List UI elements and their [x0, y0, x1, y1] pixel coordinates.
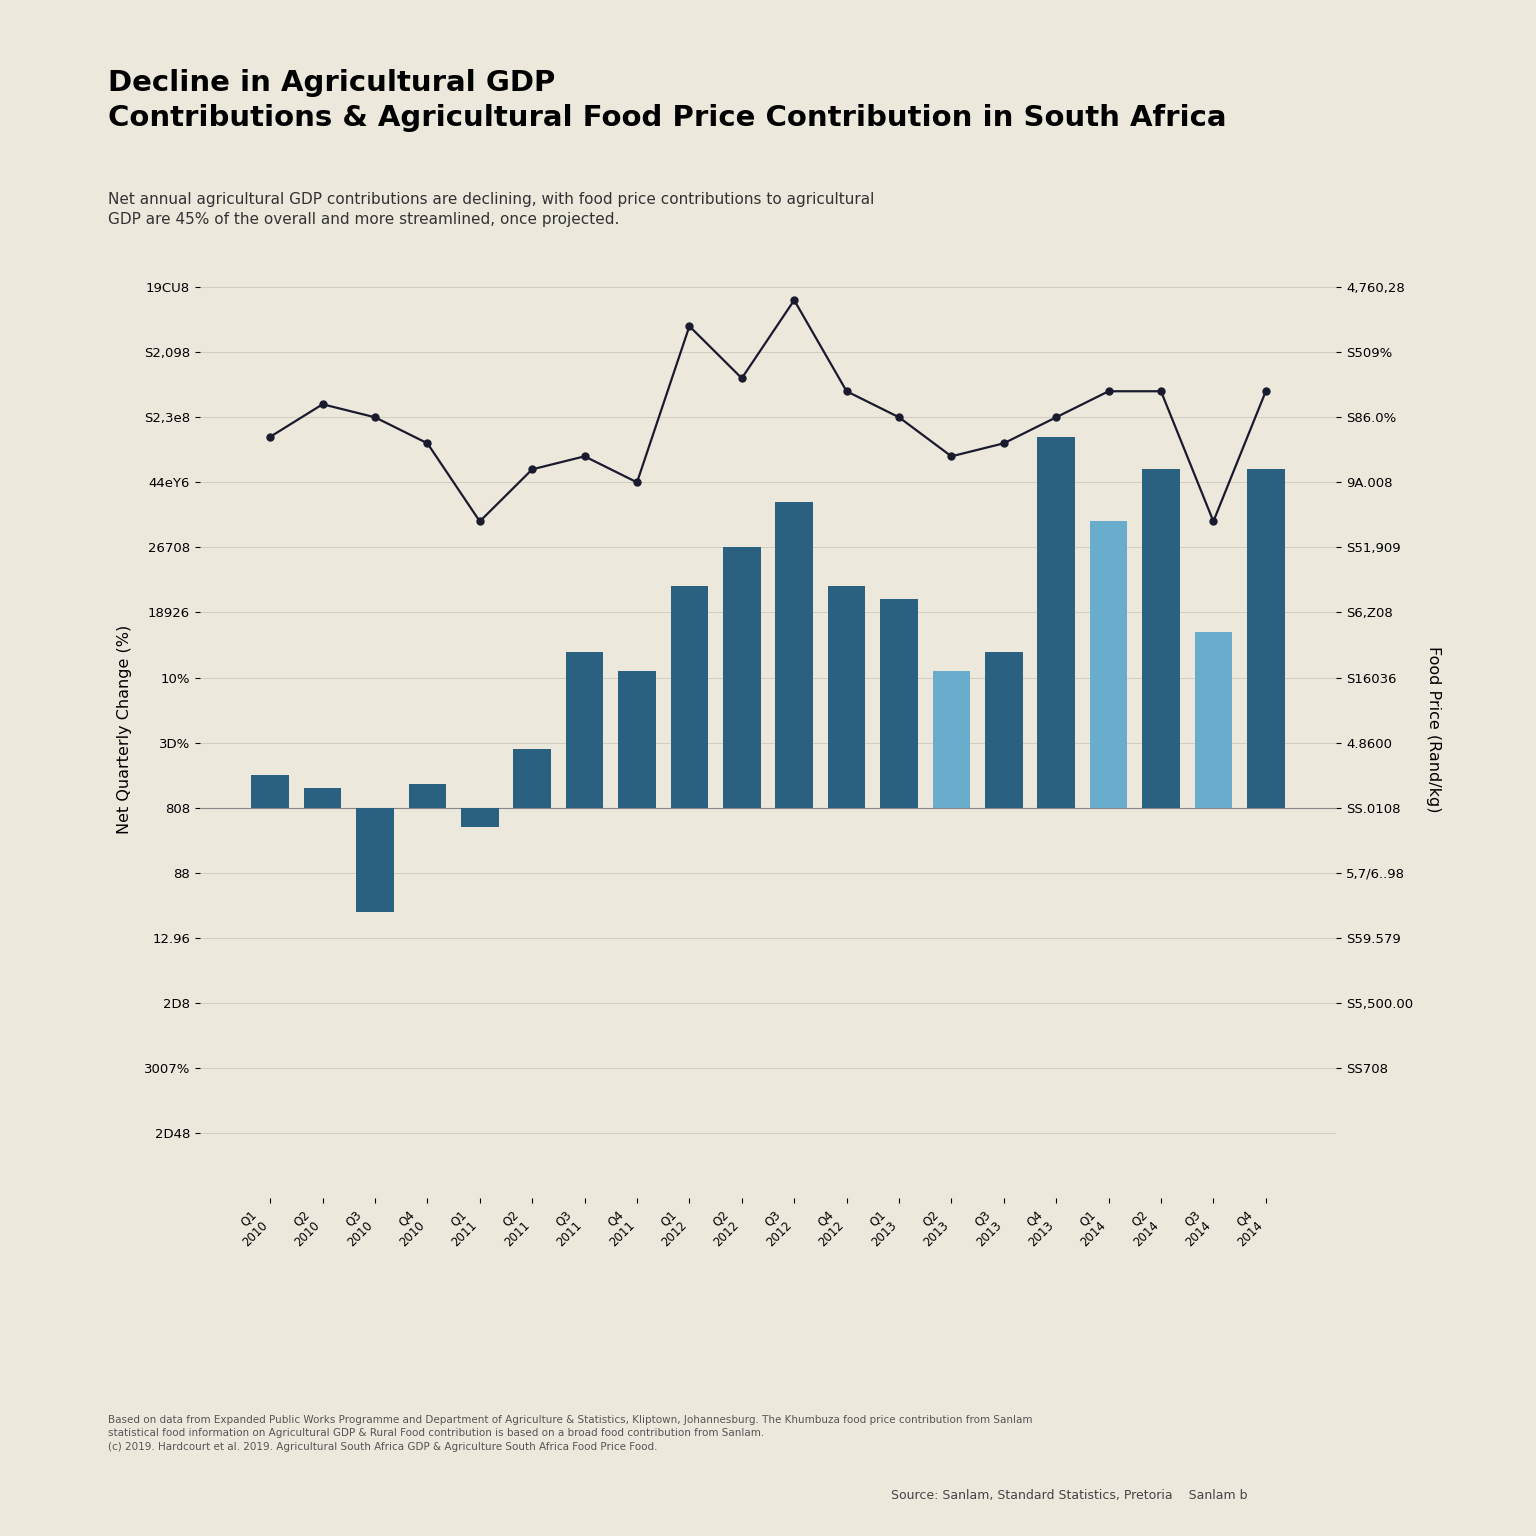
Y-axis label: Food Price (Rand/kg): Food Price (Rand/kg) [1425, 647, 1441, 813]
Text: Source: Sanlam, Standard Statistics, Pretoria    Sanlam b: Source: Sanlam, Standard Statistics, Pre… [891, 1490, 1247, 1502]
Bar [513, 750, 551, 808]
Bar [461, 808, 499, 828]
Bar [617, 671, 656, 808]
Bar [985, 651, 1023, 808]
Y-axis label: Net Quarterly Change (%): Net Quarterly Change (%) [117, 625, 132, 834]
Bar [723, 547, 760, 808]
Bar [828, 587, 865, 808]
Bar [356, 808, 393, 912]
Bar [304, 788, 341, 808]
Bar [932, 671, 971, 808]
Bar [776, 502, 813, 808]
Bar [671, 587, 708, 808]
Bar [1089, 521, 1127, 808]
Bar [1247, 470, 1284, 808]
Text: Net annual agricultural GDP contributions are declining, with food price contrib: Net annual agricultural GDP contribution… [108, 192, 874, 227]
Bar [252, 776, 289, 808]
Bar [1143, 470, 1180, 808]
Bar [880, 599, 919, 808]
Bar [565, 651, 604, 808]
Text: Decline in Agricultural GDP
Contributions & Agricultural Food Price Contribution: Decline in Agricultural GDP Contribution… [108, 69, 1226, 132]
Bar [409, 785, 447, 808]
Text: Based on data from Expanded Public Works Programme and Department of Agriculture: Based on data from Expanded Public Works… [108, 1415, 1032, 1452]
Bar [1195, 631, 1232, 808]
Bar [1037, 436, 1075, 808]
